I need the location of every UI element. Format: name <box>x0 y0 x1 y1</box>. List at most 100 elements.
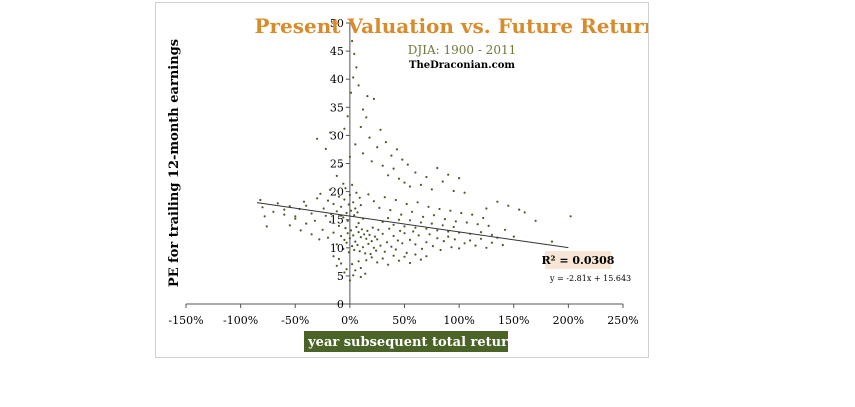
data-point <box>447 230 450 233</box>
data-point <box>485 246 488 249</box>
data-point <box>355 191 358 194</box>
equation-label: y = -2.81x + 15.643 <box>549 274 631 283</box>
data-point <box>419 183 422 186</box>
data-point <box>305 204 308 207</box>
data-point <box>469 239 472 242</box>
y-tick-label: 5 <box>337 270 344 283</box>
data-point <box>326 199 330 202</box>
y-tick-label: 10 <box>330 242 344 255</box>
data-point <box>305 222 308 225</box>
data-point <box>436 237 439 240</box>
data-point <box>335 243 338 246</box>
data-point <box>438 207 441 211</box>
data-points <box>259 39 572 282</box>
data-point <box>381 164 384 167</box>
data-point <box>354 207 357 210</box>
data-point <box>403 225 406 228</box>
data-point <box>345 211 348 215</box>
y-tick-label: 25 <box>330 158 344 171</box>
data-point <box>351 263 354 266</box>
data-point <box>430 188 433 191</box>
data-point <box>395 148 398 151</box>
data-point <box>406 163 409 166</box>
data-point <box>397 177 401 180</box>
data-point <box>354 269 357 272</box>
data-point <box>265 225 268 228</box>
data-point <box>351 39 354 43</box>
data-point <box>383 196 386 199</box>
data-point <box>358 196 361 199</box>
data-point <box>344 187 347 190</box>
data-point <box>381 257 384 260</box>
data-point <box>384 141 387 144</box>
data-point <box>390 154 393 157</box>
data-point <box>283 213 286 216</box>
data-point <box>365 259 368 262</box>
data-point <box>348 193 351 197</box>
data-point <box>354 143 357 146</box>
data-point <box>332 202 335 206</box>
data-point <box>443 218 446 221</box>
data-point <box>376 238 379 241</box>
data-point <box>359 266 362 270</box>
data-point <box>347 203 350 206</box>
data-point <box>357 222 360 225</box>
data-point <box>397 218 401 221</box>
data-point <box>364 272 367 275</box>
x-tick-label: 100% <box>443 314 474 327</box>
data-point <box>431 245 434 248</box>
data-point <box>432 214 436 217</box>
data-point <box>458 247 461 250</box>
data-point <box>428 233 431 236</box>
data-point <box>369 252 372 256</box>
data-point <box>487 224 490 227</box>
data-point <box>414 243 417 246</box>
y-tick-label: 35 <box>330 101 344 114</box>
data-point <box>425 227 428 230</box>
data-point <box>335 174 338 177</box>
data-point <box>340 165 343 168</box>
data-point <box>447 235 450 238</box>
data-point <box>465 221 468 224</box>
data-point <box>454 220 457 223</box>
data-point <box>370 240 373 243</box>
data-point <box>399 229 402 232</box>
data-point <box>401 158 404 161</box>
data-point <box>365 237 368 240</box>
data-point <box>347 251 350 254</box>
data-point <box>329 188 332 191</box>
data-point <box>346 115 349 118</box>
data-point <box>366 95 369 98</box>
y-axis-label: PE for trailing 12-month earnings <box>167 39 182 287</box>
data-point <box>408 219 412 222</box>
data-point <box>518 208 521 211</box>
data-point <box>370 160 373 163</box>
x-tick-label: -100% <box>223 314 258 327</box>
data-point <box>427 205 430 208</box>
data-point <box>345 241 348 244</box>
data-point <box>299 229 302 232</box>
x-axis-label-background <box>304 331 508 352</box>
data-point <box>276 202 279 205</box>
data-point <box>400 213 403 216</box>
data-point <box>441 224 444 227</box>
data-point <box>388 227 391 230</box>
data-point <box>412 230 415 233</box>
data-point <box>329 220 332 223</box>
data-point <box>261 206 264 209</box>
data-point <box>452 189 455 193</box>
data-point <box>372 200 375 203</box>
y-tick-label: 20 <box>330 186 344 199</box>
data-point <box>326 236 330 239</box>
data-point <box>450 246 453 249</box>
data-point <box>348 237 351 240</box>
data-point <box>379 128 382 131</box>
data-point <box>272 210 275 213</box>
data-point <box>405 251 408 254</box>
data-point <box>387 216 390 220</box>
x-tick-label: -150% <box>168 314 203 327</box>
data-point <box>414 171 417 174</box>
data-point <box>377 228 380 231</box>
data-point <box>523 211 526 214</box>
data-point <box>358 250 361 253</box>
